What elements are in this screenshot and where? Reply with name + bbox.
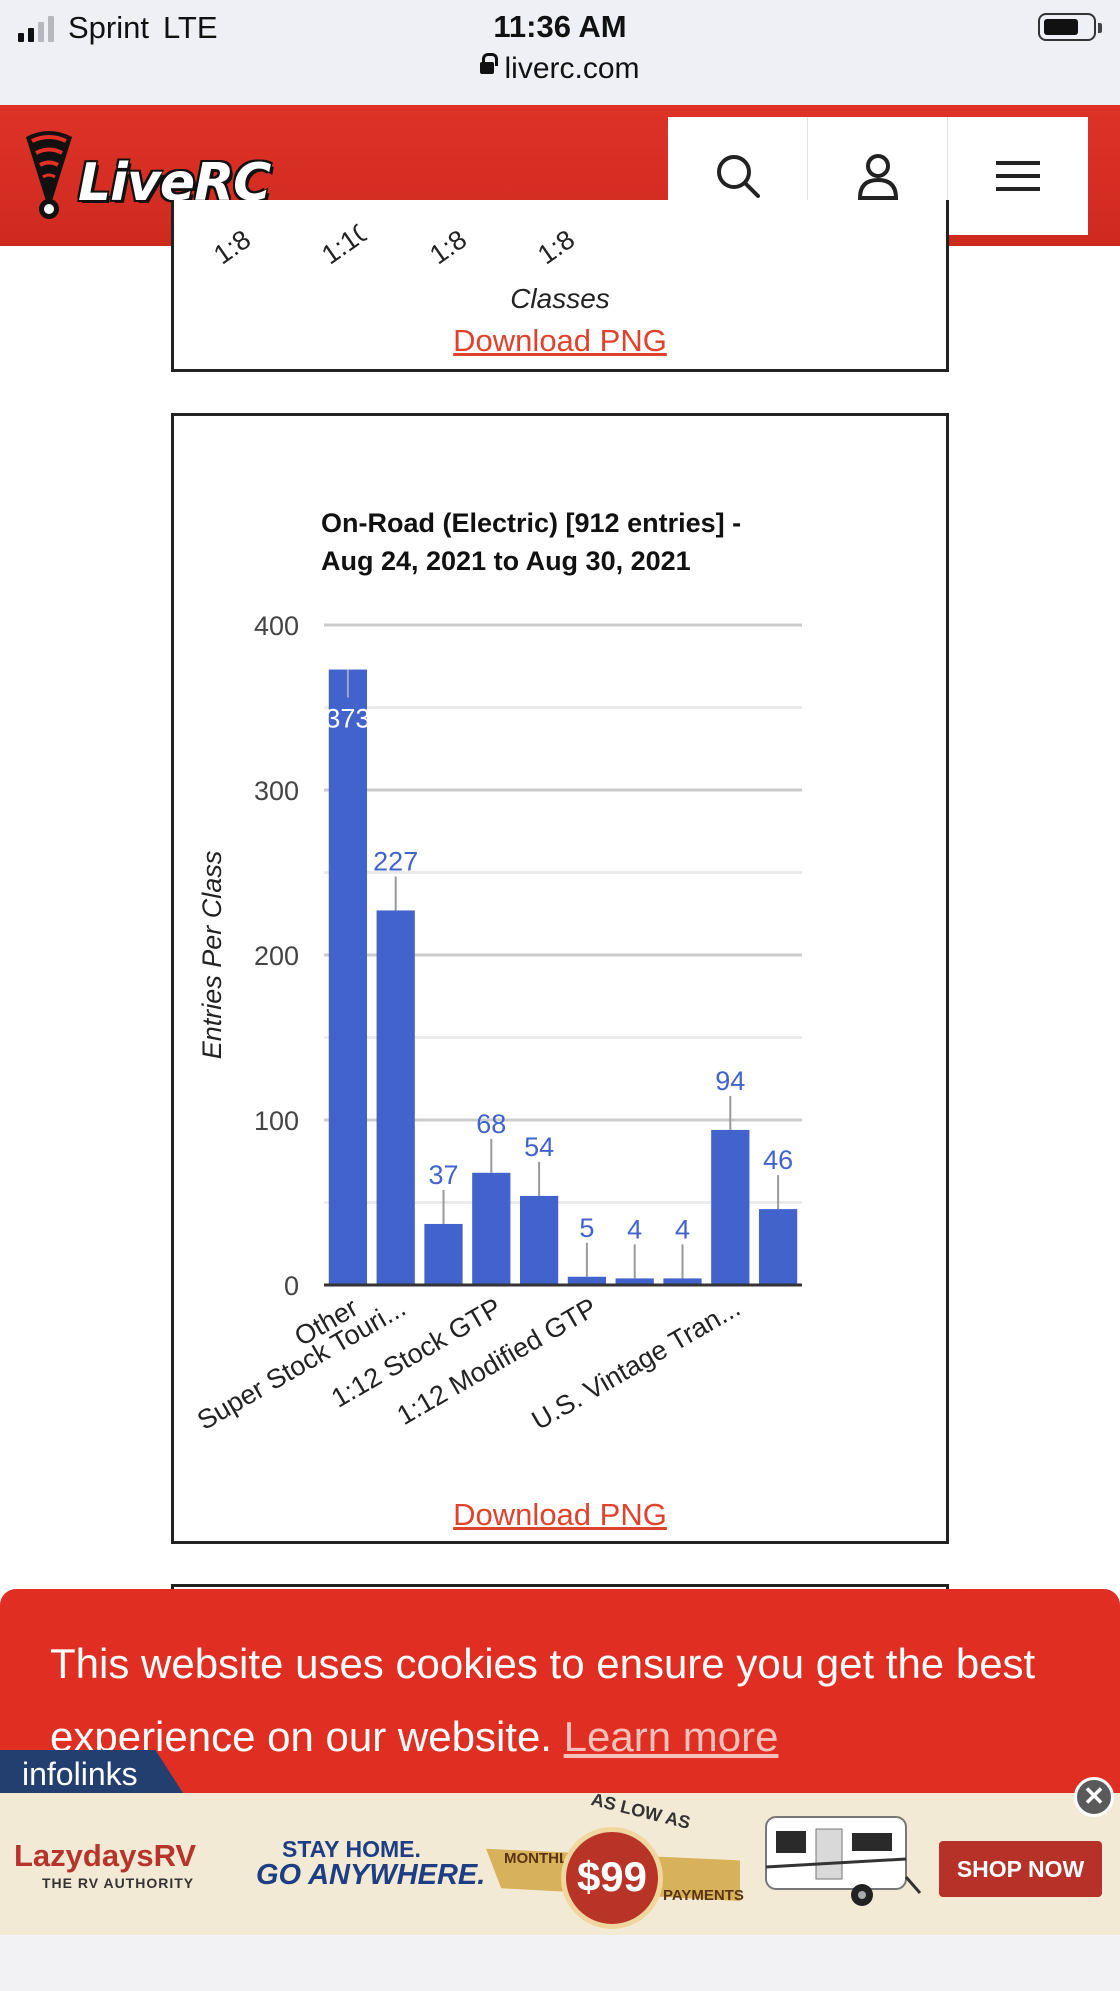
ad-payments: PAYMENTS (663, 1887, 744, 1904)
bar (615, 1278, 654, 1285)
bar (376, 910, 415, 1285)
search-icon (716, 155, 760, 198)
ad-slogan-line2: GO ANYWHERE. (256, 1859, 486, 1891)
data-label: 46 (763, 1145, 793, 1175)
chart-title: Aug 24, 2021 to Aug 30, 2021 (321, 546, 691, 576)
data-label: 68 (476, 1109, 506, 1139)
bar (472, 1172, 511, 1285)
ad-monthly: MONTHLY (504, 1850, 577, 1867)
tick-label: 1:8 (532, 224, 581, 271)
bar (711, 1129, 750, 1285)
bottom-bar (0, 1935, 1120, 1991)
bar (758, 1209, 798, 1285)
bar (424, 1223, 463, 1285)
tick-label: 1:10 (316, 219, 372, 271)
menu-icon (996, 161, 1040, 191)
download-png-link[interactable]: Download PNG (453, 1497, 667, 1532)
data-label: 4 (627, 1214, 642, 1244)
clock: 11:36 AM (493, 9, 627, 44)
search-button[interactable] (668, 117, 808, 235)
network-type: LTE (162, 10, 218, 45)
ad-banner[interactable]: LazydaysRV THE RV AUTHORITY STAY HOME. G… (0, 1789, 1120, 1935)
infolinks-badge[interactable]: infolinks (0, 1750, 185, 1796)
data-label: 37 (428, 1160, 458, 1190)
bar-chart: On-Road (Electric) [912 entries] - Aug 24… (192, 508, 802, 1456)
ad-slogan-line1: STAY HOME. (282, 1836, 421, 1862)
previous-chart-xlabel: Classes (510, 283, 610, 314)
cookie-message-block: This website uses cookies to ensure you … (50, 1627, 1090, 1773)
bar (328, 669, 368, 1285)
chart-title: On-Road (Electric) [912 entries] - (321, 508, 741, 538)
url-text: liverc.com (504, 52, 640, 85)
data-label: 54 (524, 1132, 554, 1162)
tower-icon (26, 131, 72, 219)
menu-button[interactable] (948, 117, 1088, 235)
ad-brand-tagline: THE RV AUTHORITY (42, 1875, 195, 1891)
download-png-link[interactable]: Download PNG (453, 323, 667, 358)
ad-price: $99 (561, 1827, 663, 1929)
data-label: 373 (325, 704, 370, 734)
previous-chart-card: 1:8 1:10 1:8 1:8 Classes Download PNG (171, 200, 949, 372)
status-left: Sprint LTE (18, 10, 218, 46)
rv-trailer-image (765, 1816, 922, 1906)
account-button[interactable] (808, 117, 948, 235)
status-bar: Sprint LTE 11:36 AM liverc.com (0, 0, 1120, 105)
chart-card: On-Road (Electric) [912 entries] - Aug 24… (171, 413, 949, 1544)
y-tick-label: 300 (254, 776, 299, 806)
data-label: 227 (373, 846, 418, 876)
x-axis-label: Classes (510, 1455, 610, 1456)
address-bar[interactable]: liverc.com (0, 52, 1120, 86)
tick-label: 1:8 (208, 224, 257, 271)
shop-now-button[interactable]: SHOP NOW (939, 1841, 1102, 1897)
bar (567, 1276, 607, 1285)
user-icon (857, 154, 898, 200)
data-label: 4 (675, 1214, 690, 1244)
previous-chart-ticks: 1:8 1:10 1:8 1:8 (174, 200, 952, 280)
tick-label: 1:8 (424, 224, 473, 271)
ad-brand: LazydaysRV (14, 1838, 197, 1873)
y-axis-label: Entries Per Class (197, 851, 227, 1060)
learn-more-link[interactable]: Learn more (563, 1713, 779, 1760)
bar (663, 1278, 702, 1285)
data-label: 94 (715, 1066, 745, 1096)
ad-close-button[interactable]: ✕ (1074, 1777, 1114, 1817)
signal-icon (18, 14, 54, 42)
y-tick-label: 0 (284, 1271, 299, 1301)
data-label: 5 (579, 1213, 594, 1243)
cookie-message: This website uses cookies to ensure you … (50, 1640, 1036, 1760)
bar (519, 1195, 559, 1285)
y-tick-label: 200 (254, 941, 299, 971)
y-tick-label: 100 (254, 1106, 299, 1136)
carrier: Sprint (68, 10, 149, 45)
battery-icon (1038, 13, 1102, 41)
y-tick-label: 400 (254, 611, 299, 641)
lock-icon (480, 53, 499, 75)
